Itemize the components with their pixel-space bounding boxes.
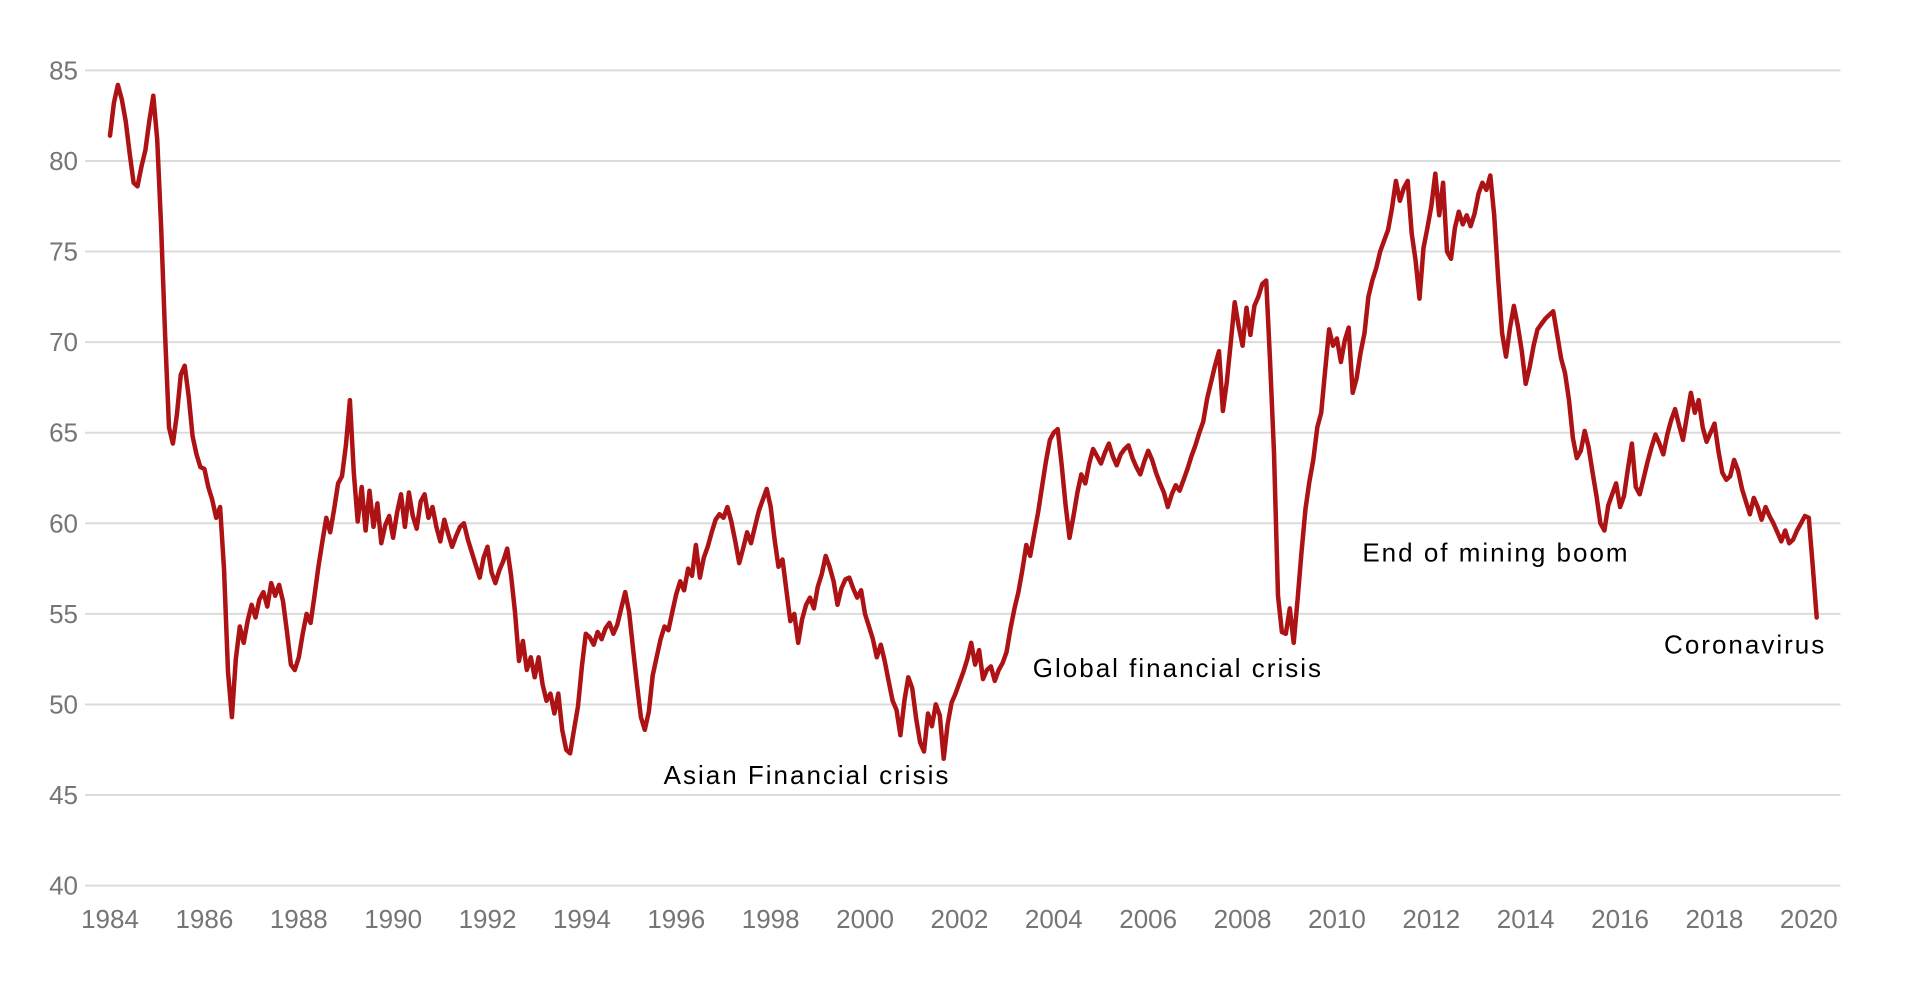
y-tick-label-40: 40 bbox=[49, 871, 78, 901]
y-tick-label-70: 70 bbox=[49, 327, 78, 357]
x-tick-label-1990: 1990 bbox=[364, 904, 422, 934]
annotation-global-financial-crisis: Global financial crisis bbox=[1033, 653, 1323, 683]
x-tick-label-2016: 2016 bbox=[1591, 904, 1649, 934]
x-tick-label-2014: 2014 bbox=[1497, 904, 1555, 934]
y-tick-label-85: 85 bbox=[49, 55, 78, 85]
y-tick-label-55: 55 bbox=[49, 599, 78, 629]
annotation-asian-financial-crisis: Asian Financial crisis bbox=[664, 760, 951, 790]
x-tick-label-2004: 2004 bbox=[1025, 904, 1083, 934]
x-tick-label-2010: 2010 bbox=[1308, 904, 1366, 934]
y-tick-label-75: 75 bbox=[49, 237, 78, 267]
y-tick-label-60: 60 bbox=[49, 508, 78, 538]
x-tick-label-1992: 1992 bbox=[459, 904, 517, 934]
x-tick-label-1984: 1984 bbox=[81, 904, 139, 934]
x-tick-label-1994: 1994 bbox=[553, 904, 611, 934]
x-tick-label-2006: 2006 bbox=[1119, 904, 1177, 934]
y-tick-label-65: 65 bbox=[49, 418, 78, 448]
x-tick-label-1986: 1986 bbox=[175, 904, 233, 934]
gridlines-layer bbox=[84, 69, 1841, 887]
x-tick-label-1998: 1998 bbox=[742, 904, 800, 934]
y-tick-label-45: 45 bbox=[49, 780, 78, 810]
x-tick-label-1996: 1996 bbox=[647, 904, 705, 934]
series-layer bbox=[107, 82, 1819, 762]
x-tick-label-2000: 2000 bbox=[836, 904, 894, 934]
y-tick-label-50: 50 bbox=[49, 689, 78, 719]
twi-series-line bbox=[107, 82, 1819, 762]
x-tick-label-1988: 1988 bbox=[270, 904, 328, 934]
annotation-end-of-mining-boom: End of mining boom bbox=[1362, 537, 1629, 567]
x-tick-label-2008: 2008 bbox=[1214, 904, 1272, 934]
x-tick-label-2018: 2018 bbox=[1686, 904, 1744, 934]
x-axis-labels: 1984 1986 1988 1990 1992 1994 1996 1998 2000 2002… bbox=[81, 904, 1838, 934]
x-tick-label-2020: 2020 bbox=[1780, 904, 1838, 934]
annotations-layer: Asian Financial crisis Global financial c… bbox=[664, 537, 1826, 790]
y-tick-label-80: 80 bbox=[49, 146, 78, 176]
x-tick-label-2012: 2012 bbox=[1402, 904, 1460, 934]
annotation-coronavirus: Coronavirus bbox=[1664, 630, 1826, 660]
x-tick-label-2002: 2002 bbox=[930, 904, 988, 934]
y-axis-labels: 40 45 50 55 60 65 70 75 80 85 bbox=[49, 55, 78, 900]
